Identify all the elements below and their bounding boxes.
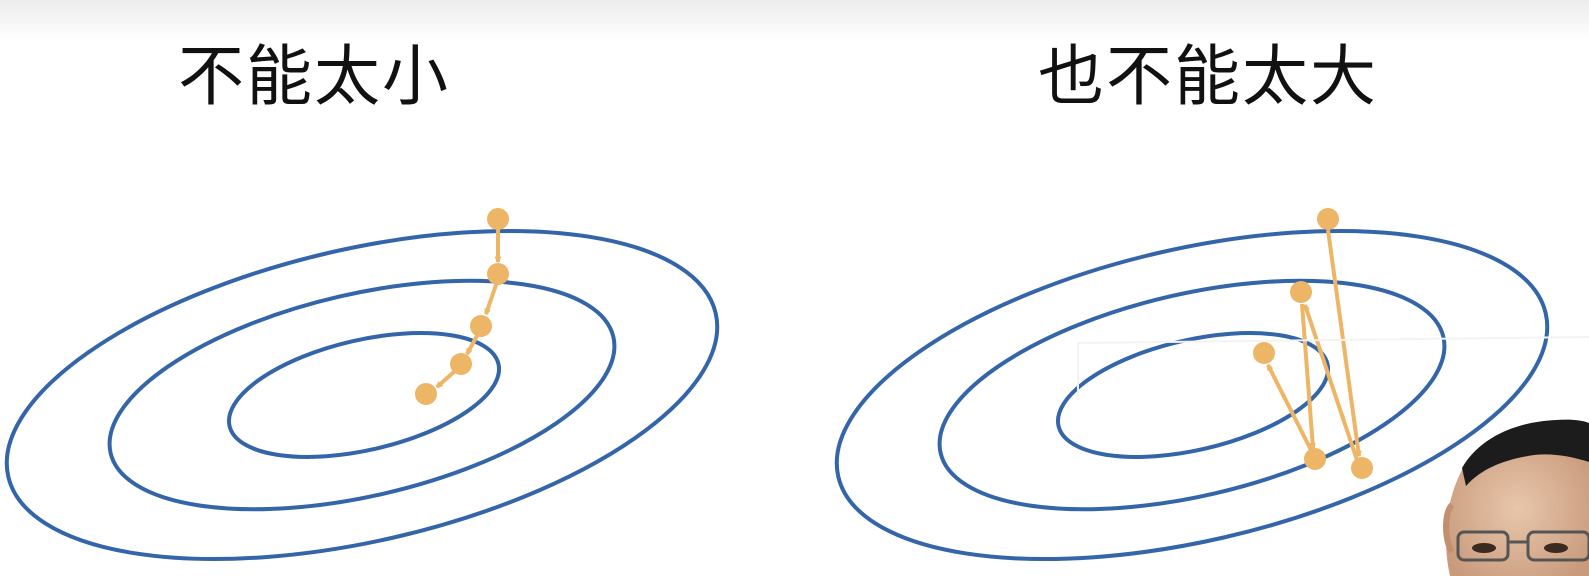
left-contour-inner	[226, 331, 502, 459]
left-step-arrow	[465, 333, 480, 354]
right-contour-middle	[937, 278, 1447, 512]
right-step-point	[1290, 281, 1312, 303]
left-step-arrow	[484, 281, 499, 314]
left-step-point	[470, 315, 492, 337]
right-step-point	[1317, 208, 1339, 230]
left-descent-path	[415, 208, 509, 405]
left-step-point	[450, 353, 472, 375]
video-overlay-edge	[1077, 336, 1589, 400]
right-panel-title: 也不能太大	[1038, 38, 1378, 115]
right-descent-path	[1253, 208, 1373, 479]
right-contour-outer	[834, 228, 1550, 562]
presenter-left-ear	[1443, 502, 1455, 554]
right-step-arrow	[1266, 365, 1314, 453]
left-contour-plot	[4, 228, 720, 562]
left-step-point	[415, 383, 437, 405]
left-step-point	[487, 208, 509, 230]
top-shade	[0, 0, 1589, 40]
left-step-point	[487, 263, 509, 285]
presenter-glasses	[1456, 530, 1589, 562]
right-step-arrow	[1303, 305, 1359, 461]
left-contour-outer	[4, 228, 720, 562]
left-contour-middle	[107, 278, 617, 512]
presenter-hair	[1462, 419, 1589, 486]
right-step-point	[1304, 448, 1326, 470]
right-step-point	[1253, 342, 1275, 364]
left-panel-title: 不能太小	[178, 38, 450, 115]
left-step-arrow	[437, 369, 457, 389]
right-step-arrow	[1300, 303, 1313, 448]
right-step-arrow	[1326, 229, 1359, 456]
right-step-point	[1351, 457, 1373, 479]
